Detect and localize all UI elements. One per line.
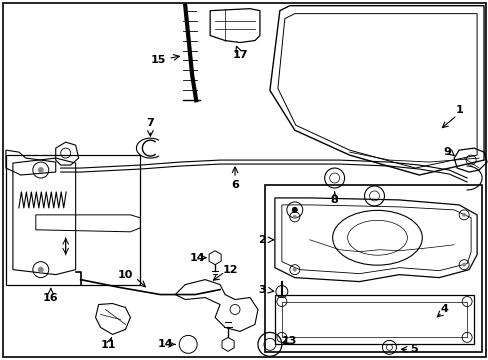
Text: 4: 4 — [439, 305, 447, 315]
Text: 17: 17 — [232, 50, 247, 60]
Text: 6: 6 — [231, 180, 239, 190]
Text: 16: 16 — [43, 293, 59, 302]
Circle shape — [38, 267, 44, 273]
Circle shape — [461, 213, 465, 217]
Bar — [264, 185, 481, 352]
Text: 10: 10 — [118, 270, 133, 280]
Text: 14: 14 — [189, 253, 204, 263]
Circle shape — [461, 263, 465, 267]
Circle shape — [292, 215, 296, 219]
Text: 2: 2 — [258, 235, 265, 245]
Circle shape — [291, 207, 297, 213]
Circle shape — [292, 268, 296, 272]
Text: 12: 12 — [222, 265, 237, 275]
Text: 11: 11 — [101, 340, 116, 350]
Text: 8: 8 — [330, 195, 338, 205]
Text: 14: 14 — [157, 339, 173, 349]
Text: 1: 1 — [454, 105, 462, 115]
Text: 3: 3 — [258, 284, 265, 294]
Text: 7: 7 — [146, 118, 154, 128]
Circle shape — [38, 167, 44, 173]
Text: 15: 15 — [150, 55, 166, 66]
Text: 13: 13 — [282, 336, 297, 346]
Text: 5: 5 — [410, 345, 417, 354]
Bar — [6, 155, 140, 285]
Bar — [274, 294, 473, 345]
Text: 9: 9 — [442, 147, 450, 157]
Bar — [281, 302, 466, 337]
